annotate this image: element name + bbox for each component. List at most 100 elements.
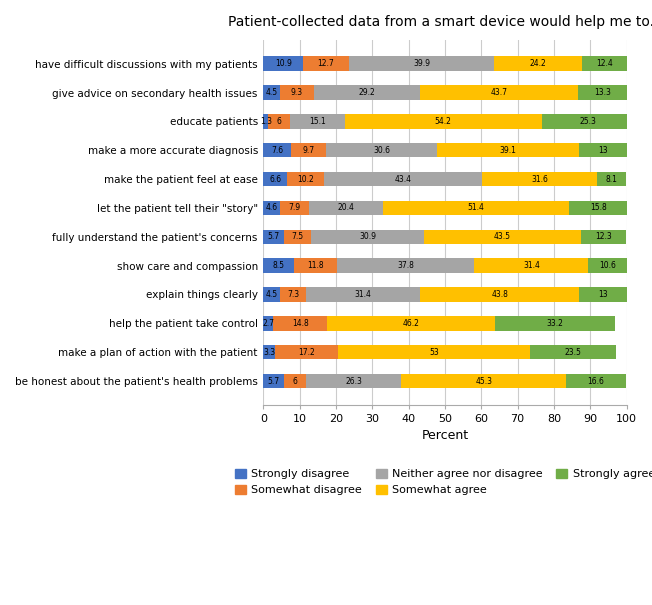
Text: 8.5: 8.5 [273,261,285,270]
Text: 1.3: 1.3 [259,117,272,126]
Text: 5.7: 5.7 [268,232,280,241]
Bar [326,143,437,157]
Text: 51.4: 51.4 [467,203,484,212]
Text: 17.2: 17.2 [298,348,315,357]
Text: 53: 53 [429,348,439,357]
Bar [294,258,337,273]
Bar [306,374,402,388]
Bar [280,85,314,100]
Text: 39.1: 39.1 [500,146,517,155]
Text: 13: 13 [598,290,608,299]
Bar [312,229,424,244]
Text: 4.5: 4.5 [265,290,278,299]
Bar [338,345,530,359]
Bar [495,316,615,330]
Bar [578,85,627,100]
Text: 7.5: 7.5 [291,232,304,241]
Bar [268,114,290,129]
Text: 23.5: 23.5 [565,348,582,357]
Bar [309,201,383,215]
Text: 16.6: 16.6 [587,376,604,385]
Bar [475,258,588,273]
Bar [306,287,421,302]
Text: 33.2: 33.2 [546,319,563,328]
Bar [263,172,288,186]
Bar [284,374,306,388]
Bar [530,345,615,359]
Text: 6: 6 [276,117,282,126]
Bar [579,287,627,302]
Text: 43.5: 43.5 [494,232,511,241]
Text: 37.8: 37.8 [397,261,414,270]
Bar [263,287,280,302]
Bar [263,374,284,388]
Text: 29.2: 29.2 [358,88,375,97]
Bar [263,345,275,359]
Bar [579,143,627,157]
Bar [402,374,566,388]
Text: 30.6: 30.6 [374,146,391,155]
Text: 6: 6 [293,376,297,385]
Bar [337,258,475,273]
Text: 39.9: 39.9 [413,59,430,68]
Text: 8.1: 8.1 [606,175,617,183]
Text: 4.6: 4.6 [266,203,278,212]
Bar [314,85,419,100]
Text: 12.3: 12.3 [595,232,612,241]
Text: 14.8: 14.8 [291,319,308,328]
Bar [275,345,338,359]
Bar [280,201,309,215]
Text: 2.7: 2.7 [262,319,274,328]
Text: 10.6: 10.6 [599,261,616,270]
Text: 15.8: 15.8 [590,203,606,212]
Text: 25.3: 25.3 [579,117,596,126]
Text: 43.7: 43.7 [490,88,507,97]
Text: 10.2: 10.2 [297,175,314,183]
Title: Patient-collected data from a smart device would help me to...: Patient-collected data from a smart devi… [228,15,652,29]
Bar [482,172,597,186]
Text: 26.3: 26.3 [345,376,362,385]
Bar [291,143,326,157]
Text: 7.9: 7.9 [288,203,301,212]
Text: 7.6: 7.6 [271,146,283,155]
Text: 4.5: 4.5 [265,88,278,97]
Text: 43.8: 43.8 [492,290,508,299]
Bar [569,201,627,215]
Bar [288,172,325,186]
Bar [566,374,626,388]
Bar [542,114,633,129]
Bar [424,229,582,244]
Text: 9.7: 9.7 [303,146,315,155]
Bar [325,172,482,186]
Text: 12.4: 12.4 [596,59,613,68]
Bar [303,56,349,71]
Bar [582,229,626,244]
Bar [284,229,312,244]
Bar [290,114,345,129]
Bar [383,201,569,215]
Bar [263,229,284,244]
Text: 13: 13 [598,146,608,155]
Legend: Strongly disagree, Somewhat disagree, Neither agree nor disagree, Somewhat agree: Strongly disagree, Somewhat disagree, Ne… [235,469,652,495]
Text: 30.9: 30.9 [359,232,376,241]
Text: 43.4: 43.4 [394,175,411,183]
Bar [327,316,495,330]
Bar [597,172,626,186]
Bar [349,56,494,71]
Bar [273,316,327,330]
X-axis label: Percent: Percent [421,430,469,442]
Text: 5.7: 5.7 [268,376,280,385]
Text: 3.3: 3.3 [263,348,276,357]
Text: 20.4: 20.4 [337,203,354,212]
Bar [263,316,273,330]
Text: 6.6: 6.6 [269,175,282,183]
Text: 13.3: 13.3 [594,88,611,97]
Bar [263,56,303,71]
Text: 31.4: 31.4 [523,261,540,270]
Bar [582,56,627,71]
Text: 54.2: 54.2 [435,117,452,126]
Bar [263,143,291,157]
Bar [280,287,306,302]
Text: 11.8: 11.8 [307,261,324,270]
Text: 10.9: 10.9 [274,59,291,68]
